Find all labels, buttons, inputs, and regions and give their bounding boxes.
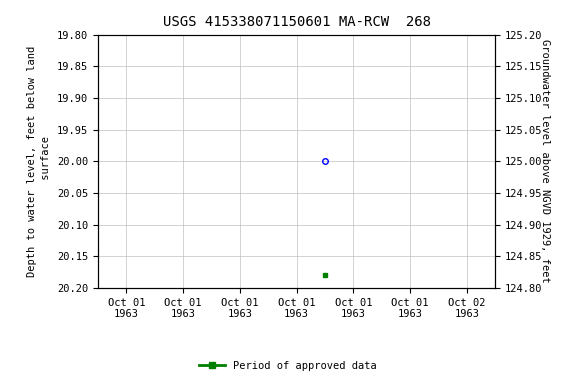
Title: USGS 415338071150601 MA-RCW  268: USGS 415338071150601 MA-RCW 268 xyxy=(162,15,431,29)
Y-axis label: Depth to water level, feet below land
 surface: Depth to water level, feet below land su… xyxy=(28,46,51,277)
Legend: Period of approved data: Period of approved data xyxy=(195,357,381,375)
Y-axis label: Groundwater level above NGVD 1929, feet: Groundwater level above NGVD 1929, feet xyxy=(540,40,550,283)
